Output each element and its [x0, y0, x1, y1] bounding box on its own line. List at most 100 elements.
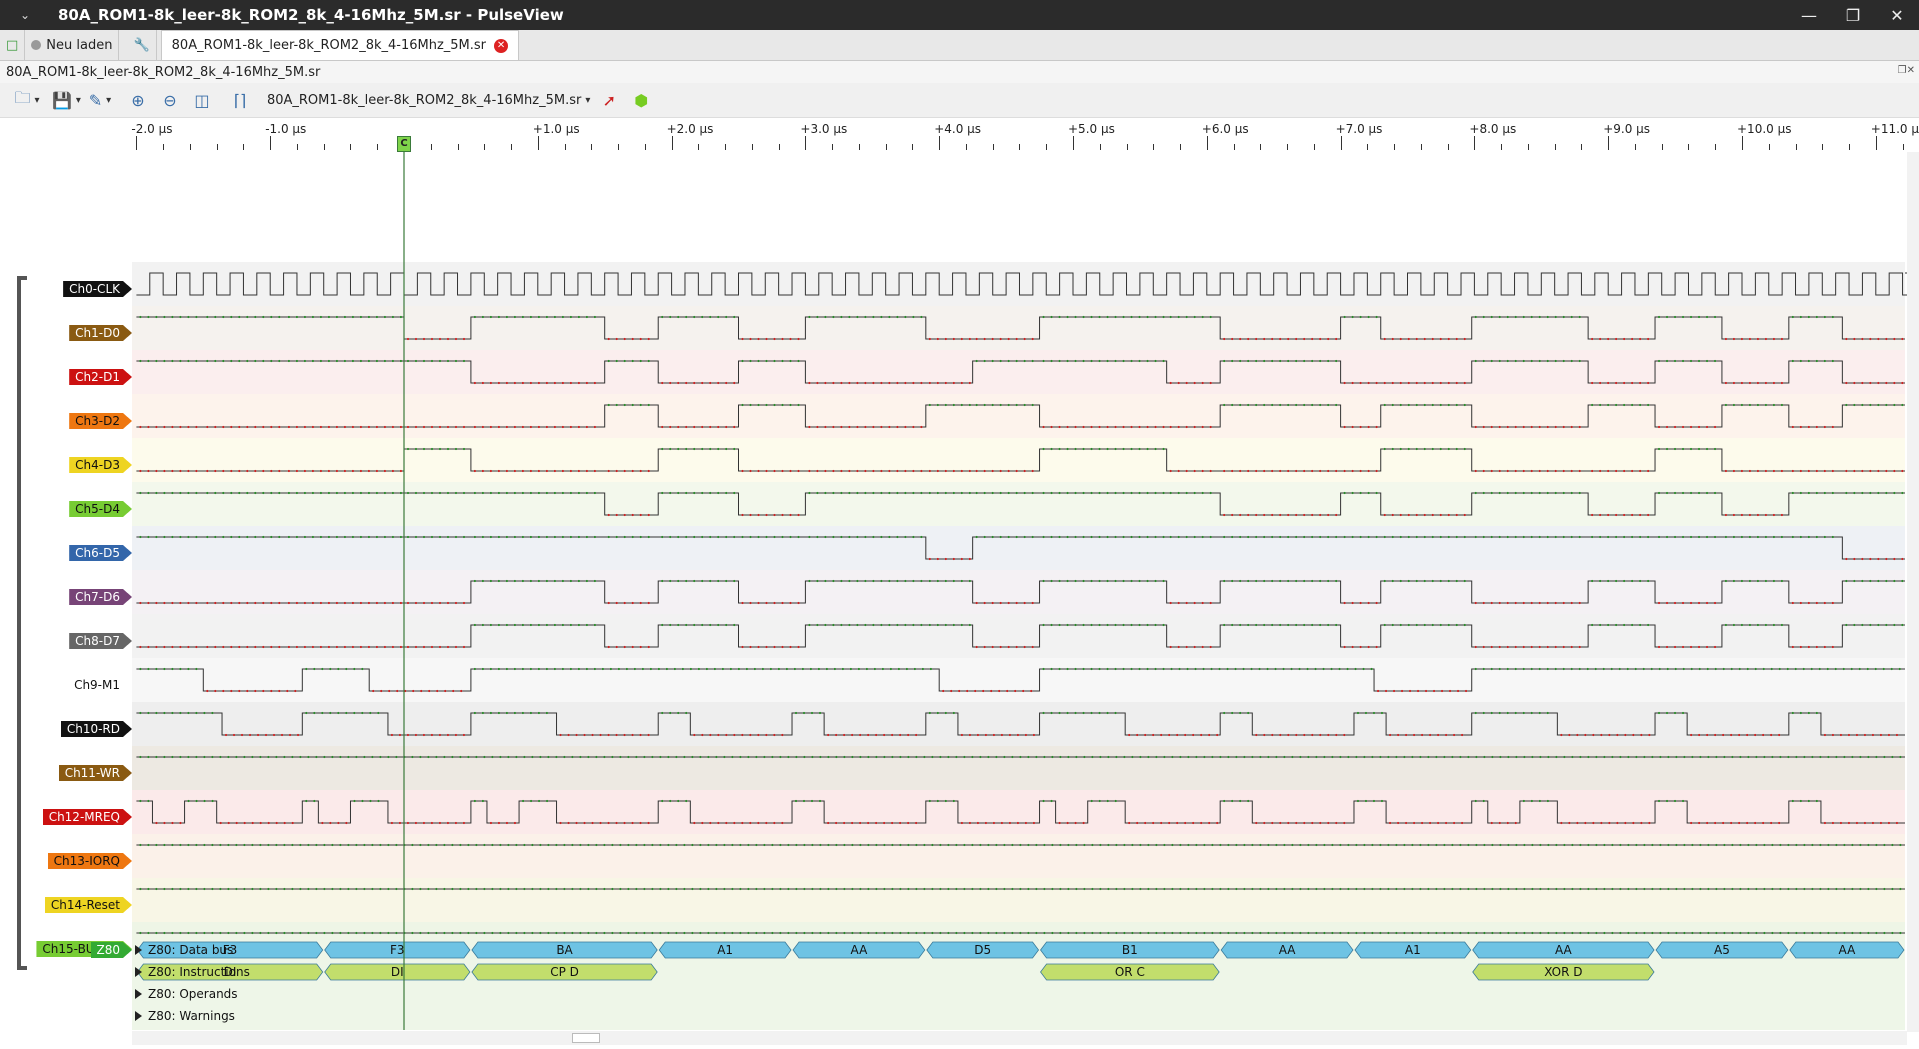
- decoder-annotation[interactable]: [1472, 941, 1655, 959]
- sample-dot-high: [1279, 623, 1282, 627]
- decoder-row-label[interactable]: Z80: Data bus: [133, 941, 233, 959]
- cursor-marker[interactable]: C: [397, 136, 411, 152]
- sample-dot-low: [835, 733, 838, 737]
- horizontal-scroll-thumb[interactable]: [572, 1033, 600, 1043]
- decoder-row-text: Z80: Data bus: [148, 943, 234, 957]
- channel-label[interactable]: Ch6-D5: [69, 545, 132, 561]
- decoder-row-label[interactable]: Z80: Instructions: [133, 963, 250, 981]
- decoder-annotation[interactable]: [471, 941, 658, 959]
- expand-triangle-icon[interactable]: [135, 967, 142, 977]
- vertical-scrollbar[interactable]: [1907, 152, 1919, 1032]
- channel-label[interactable]: Ch1-D0: [69, 325, 132, 341]
- channel-label[interactable]: Ch7-D6: [69, 589, 132, 605]
- sample-dot-high: [359, 491, 363, 495]
- decoder-label[interactable]: Z80: [91, 942, 133, 958]
- sample-dot-low: [327, 425, 331, 429]
- decoder-annotation[interactable]: [1354, 941, 1472, 959]
- sample-dot-high: [295, 535, 299, 539]
- save-button[interactable]: 💾: [52, 87, 81, 113]
- decoder-annotation[interactable]: [1220, 941, 1354, 959]
- reload-button[interactable]: Neu laden: [25, 30, 120, 60]
- sample-dot-low: [1713, 425, 1717, 429]
- sample-dot-low: [1271, 513, 1274, 517]
- channel-label[interactable]: Ch5-D4: [69, 501, 132, 517]
- chevron-down-icon[interactable]: ⌄: [19, 8, 31, 22]
- channel-label[interactable]: Ch12-MREQ: [43, 809, 132, 825]
- channel-label[interactable]: Ch4-D3: [69, 457, 132, 473]
- new-session-button[interactable]: □: [0, 30, 26, 60]
- decoder-annotation[interactable]: [324, 941, 471, 959]
- zoom-in-button[interactable]: ⊕: [125, 87, 151, 113]
- sample-dot-high: [1403, 755, 1406, 759]
- sample-dot-high: [287, 535, 291, 539]
- decoder-annotation[interactable]: [1472, 963, 1655, 981]
- decoder-annotation[interactable]: [1040, 941, 1220, 959]
- sample-dot-low: [1799, 425, 1802, 429]
- sample-dot-low: [1024, 821, 1028, 825]
- decoder-annotation[interactable]: [136, 941, 324, 959]
- sample-dot-low: [1607, 513, 1610, 517]
- sample-dot-high: [1594, 667, 1597, 671]
- channel-label[interactable]: Ch8-D7: [69, 633, 132, 649]
- channel-label[interactable]: Ch11-WR: [59, 765, 132, 781]
- open-button[interactable]: 🗀: [14, 87, 40, 113]
- channel-label[interactable]: Ch9-M1: [68, 677, 132, 693]
- decoder-annotation[interactable]: [1040, 963, 1220, 981]
- close-button[interactable]: ✕: [1890, 5, 1904, 25]
- settings-button[interactable]: 🔧: [127, 30, 157, 60]
- sample-dot-low: [749, 469, 752, 473]
- sample-dot-low: [1138, 425, 1141, 429]
- zoom-out-button[interactable]: ⊖: [157, 87, 183, 113]
- expand-triangle-icon[interactable]: [135, 989, 142, 999]
- sample-dot-high: [1885, 623, 1888, 627]
- horizontal-scrollbar[interactable]: [132, 1031, 1907, 1045]
- sample-dot-high: [1893, 403, 1896, 407]
- probe-button[interactable]: ➚: [596, 87, 622, 113]
- sample-dot-high: [593, 623, 597, 627]
- expand-triangle-icon[interactable]: [135, 1011, 142, 1021]
- sample-dot-high: [1807, 359, 1810, 363]
- decoder-annotation[interactable]: [658, 941, 792, 959]
- session-tab[interactable]: 80A_ROM1-8k_leer-8k_ROM2_8k_4-16Mhz_5M.s…: [160, 30, 520, 60]
- channel-label[interactable]: Ch0-CLK: [63, 281, 132, 297]
- decoder-row-label[interactable]: Z80: Warnings: [133, 1007, 235, 1025]
- close-tab-icon[interactable]: ✕: [494, 38, 509, 53]
- sample-dot-high: [251, 887, 254, 891]
- channel-label[interactable]: Ch13-IORQ: [48, 853, 132, 869]
- sample-dot-high: [1027, 843, 1030, 847]
- dock-buttons-icon[interactable]: ❐✕: [1897, 65, 1915, 76]
- sample-dot-high: [1859, 887, 1862, 891]
- sample-dot-high: [936, 623, 939, 627]
- decoder-annotation[interactable]: [324, 963, 471, 981]
- channel-label[interactable]: Ch2-D1: [69, 369, 132, 385]
- channel-label[interactable]: Ch10-RD: [61, 721, 132, 737]
- decoder-annotation[interactable]: [1655, 941, 1789, 959]
- channel-group-bracket[interactable]: [17, 276, 27, 970]
- channel-label[interactable]: Ch3-D2: [69, 413, 132, 429]
- add-decoder-button[interactable]: ⬢: [628, 87, 654, 113]
- sample-dot-high: [489, 491, 492, 495]
- export-button[interactable]: ✎: [87, 87, 113, 113]
- sample-dot-low: [1066, 425, 1069, 429]
- zoom-fit-button[interactable]: ◫: [189, 87, 215, 113]
- sample-dot-low: [1239, 513, 1242, 517]
- minimize-button[interactable]: —: [1801, 5, 1817, 25]
- sample-dot-high: [1343, 491, 1346, 495]
- decoder-annotation[interactable]: [136, 963, 324, 981]
- decoder-annotation[interactable]: [1789, 941, 1905, 959]
- decoder-annotation[interactable]: [471, 963, 658, 981]
- trace-view[interactable]: F3 F3 BA A1 AA D5 B1 AA A1 AA A5 AA DI DI CP D OR C XOR …: [0, 118, 1919, 1049]
- expand-triangle-icon[interactable]: [135, 945, 142, 955]
- ruler-tick: [1046, 144, 1048, 150]
- device-selector[interactable]: 80A_ROM1-8k_leer-8k_ROM2_8k_4-16Mhz_5M.s…: [267, 87, 590, 113]
- decoder-annotation[interactable]: [926, 941, 1040, 959]
- sample-dot-low: [399, 425, 403, 429]
- decoder-row-label[interactable]: Z80: Operands: [133, 985, 238, 1003]
- cursor-button[interactable]: ⌈⌉: [227, 87, 253, 113]
- time-ruler[interactable]: -2.0 µs -1.0 µs +1.0 µs +2.0 µs +3.0 µs +4.0 …: [0, 118, 1919, 152]
- channel-label[interactable]: Ch14-Reset: [45, 897, 132, 913]
- sample-dot-high: [1842, 667, 1845, 671]
- maximize-button[interactable]: ❐: [1845, 5, 1861, 25]
- decoder-annotation[interactable]: [792, 941, 926, 959]
- sample-dot-high: [808, 535, 811, 539]
